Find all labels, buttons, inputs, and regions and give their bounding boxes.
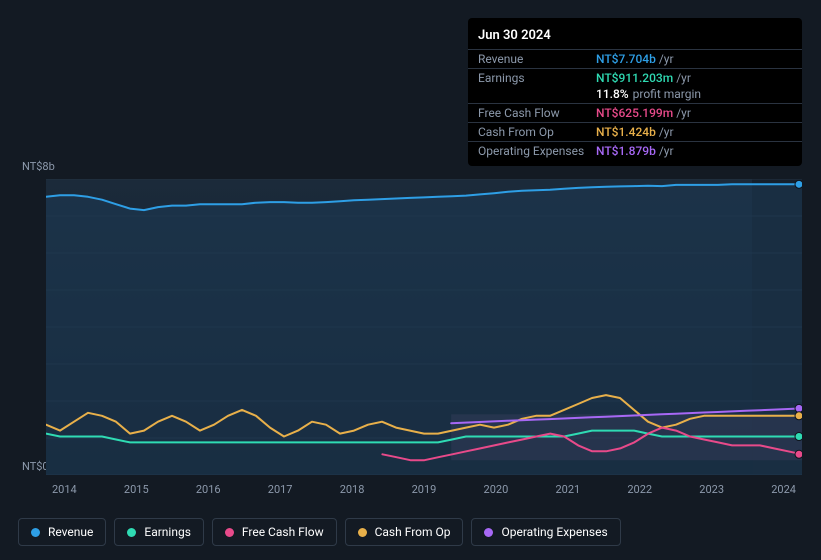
- x-axis-label: 2018: [340, 483, 365, 496]
- y-axis-bottom-label: NT$0: [22, 460, 49, 473]
- tooltip-row-label: Earnings: [478, 71, 596, 85]
- chart-legend: Revenue Earnings Free Cash Flow Cash From O…: [18, 518, 621, 546]
- x-axis-label: 2023: [699, 483, 724, 496]
- tooltip-row: Free Cash FlowNT$625.199m/yr: [468, 103, 802, 122]
- tooltip-row-label: Free Cash Flow: [478, 106, 596, 120]
- tooltip-row-value: NT$7.704b: [596, 52, 656, 66]
- legend-label: Revenue: [48, 525, 93, 539]
- tooltip-row-unit: /yr: [659, 52, 674, 66]
- legend-swatch: [358, 528, 367, 537]
- legend-label: Free Cash Flow: [242, 525, 324, 539]
- tooltip-row-label: Cash From Op: [478, 125, 596, 139]
- x-axis-labels: 2014 2015 2016 2017 2018 2019 2020 2021 2022 2023…: [46, 483, 802, 496]
- tooltip-row: RevenueNT$7.704b/yr: [468, 49, 802, 68]
- y-axis-top-label: NT$8b: [22, 160, 55, 173]
- x-axis-label: 2017: [268, 483, 293, 496]
- legend-item[interactable]: Earnings: [114, 518, 204, 546]
- legend-item[interactable]: Cash From Op: [345, 518, 464, 546]
- financials-chart: [46, 179, 802, 475]
- legend-label: Earnings: [144, 525, 191, 539]
- tooltip-row-value: NT$1.424b: [596, 125, 656, 139]
- tooltip-row-unit: /yr: [676, 106, 691, 120]
- legend-item[interactable]: Free Cash Flow: [212, 518, 337, 546]
- legend-swatch: [225, 528, 234, 537]
- tooltip-row: Cash From OpNT$1.424b/yr: [468, 122, 802, 141]
- x-axis-label: 2014: [52, 483, 77, 496]
- tooltip-row: Operating ExpensesNT$1.879b/yr: [468, 141, 802, 160]
- tooltip-row-label: Operating Expenses: [478, 144, 596, 158]
- tooltip-row-value: NT$1.879b: [596, 144, 656, 158]
- tooltip-row-unit: /yr: [659, 144, 674, 158]
- x-axis-label: 2016: [196, 483, 221, 496]
- legend-swatch: [127, 528, 136, 537]
- tooltip-row-unit: /yr: [676, 71, 691, 85]
- x-axis-label: 2021: [555, 483, 580, 496]
- x-axis-label: 2019: [412, 483, 437, 496]
- tooltip-row-label: Revenue: [478, 52, 596, 66]
- legend-label: Cash From Op: [375, 525, 451, 539]
- legend-swatch: [484, 528, 493, 537]
- legend-item[interactable]: Revenue: [18, 518, 106, 546]
- x-axis-label: 2020: [484, 483, 509, 496]
- tooltip-row-unit: /yr: [659, 125, 674, 139]
- legend-item[interactable]: Operating Expenses: [471, 518, 620, 546]
- legend-swatch: [31, 528, 40, 537]
- tooltip-row-value: NT$911.203m: [596, 71, 673, 85]
- x-axis-label: 2024: [771, 483, 796, 496]
- x-axis-label: 2022: [627, 483, 652, 496]
- tooltip-title: Jun 30 2024: [468, 24, 802, 49]
- legend-label: Operating Expenses: [501, 525, 607, 539]
- chart-tooltip: Jun 30 2024 RevenueNT$7.704b/yrEarningsN…: [468, 18, 802, 166]
- tooltip-row-value: NT$625.199m: [596, 106, 673, 120]
- tooltip-row-sub: 11.8%profit margin: [468, 85, 802, 103]
- x-axis-label: 2015: [124, 483, 149, 496]
